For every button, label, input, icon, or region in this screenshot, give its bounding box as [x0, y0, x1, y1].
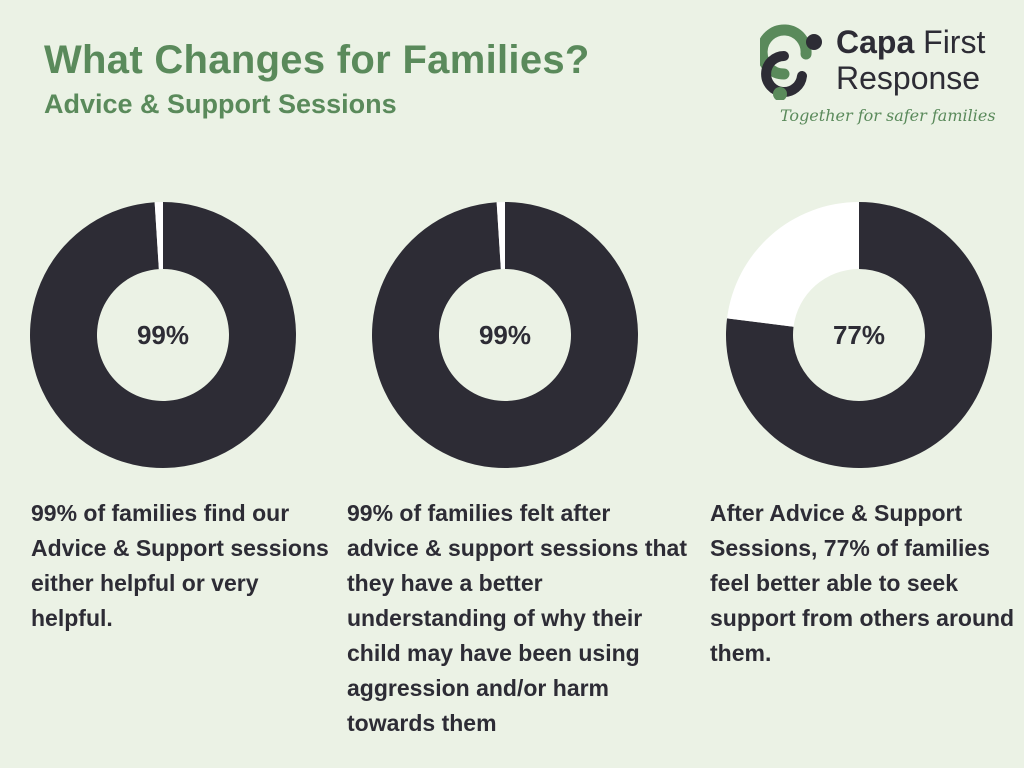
donut-slice-no [727, 202, 859, 327]
donut-svg: 99% [29, 202, 297, 469]
brand-tagline: Together for safer families [780, 106, 996, 125]
page-subtitle: Advice & Support Sessions [44, 89, 397, 119]
donut-chart-2: 99% [370, 200, 640, 470]
page-title: What Changes for Families? [44, 38, 590, 82]
donut-slice-yes [29, 202, 297, 469]
brand-name-line-1: Capa First [836, 24, 986, 60]
donut-slice-yes [726, 202, 992, 468]
chart-2-caption: 99% of families felt after advice & supp… [347, 500, 687, 736]
donut-svg: 77% [726, 202, 992, 468]
donut-slice-no [154, 202, 163, 270]
donut-slice-no [496, 202, 505, 270]
donut-slice-yes [372, 202, 638, 469]
brand-name-line-2: Response [836, 60, 981, 96]
donut-svg: 99% [372, 202, 638, 469]
donut-center-label: 77% [833, 320, 885, 350]
chart-1-caption: 99% of families find our Advice & Suppor… [31, 500, 329, 631]
donut-chart-1: 99% [28, 200, 298, 470]
capa-logo: Capa First Response Together for safer f… [760, 20, 1010, 130]
donut-center-label: 99% [479, 320, 531, 350]
donut-chart-3: 77% [724, 200, 994, 470]
linked-rings-logo-icon [760, 24, 822, 100]
donut-center-label: 99% [137, 320, 189, 350]
chart-3-caption: After Advice & Support Sessions, 77% of … [710, 500, 1015, 666]
